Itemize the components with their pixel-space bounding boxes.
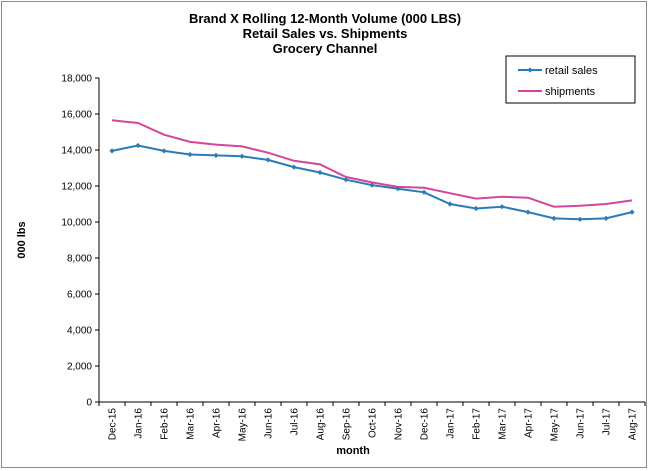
data-point-retail-sales bbox=[109, 148, 115, 154]
data-point-retail-sales bbox=[603, 215, 609, 221]
y-tick-label: 4,000 bbox=[67, 326, 92, 337]
data-point-retail-sales bbox=[239, 153, 245, 159]
legend-marker bbox=[527, 67, 533, 73]
x-tick-label: Aug-17 bbox=[628, 408, 639, 441]
y-tick-label: 12,000 bbox=[61, 182, 92, 193]
x-tick-label: Feb-16 bbox=[160, 408, 171, 440]
axes bbox=[98, 78, 645, 403]
y-tick-label: 14,000 bbox=[61, 146, 92, 157]
data-point-retail-sales bbox=[213, 152, 219, 158]
data-point-retail-sales bbox=[135, 142, 141, 149]
y-axis-label: 000 lbs bbox=[16, 221, 28, 258]
legend-label: shipments bbox=[545, 86, 596, 98]
x-tick-label: Nov-16 bbox=[394, 408, 405, 441]
y-tick-label: 16,000 bbox=[61, 110, 92, 121]
x-tick-label: Feb-17 bbox=[472, 408, 483, 440]
x-tick-label: Apr-16 bbox=[212, 408, 223, 438]
chart-title-line-2: Retail Sales vs. Shipments bbox=[242, 26, 408, 41]
data-point-retail-sales bbox=[395, 186, 401, 192]
y-tick-label: 8,000 bbox=[67, 254, 92, 265]
legend-label: retail sales bbox=[545, 65, 598, 77]
y-tick-label: 10,000 bbox=[61, 218, 92, 229]
x-tick-label: Aug-16 bbox=[316, 408, 327, 441]
data-point-retail-sales bbox=[187, 151, 193, 158]
legend-box bbox=[505, 55, 636, 104]
data-point-retail-sales bbox=[551, 215, 557, 221]
data-point-retail-sales bbox=[629, 209, 635, 215]
y-tick-label: 2,000 bbox=[67, 362, 92, 373]
data-point-retail-sales bbox=[317, 169, 323, 176]
x-tick-label: Apr-17 bbox=[524, 408, 535, 438]
legend: retail sales shipments bbox=[505, 55, 636, 104]
x-tick-label: Dec-15 bbox=[108, 408, 119, 441]
data-point-retail-sales bbox=[369, 182, 375, 188]
data-point-retail-sales bbox=[161, 148, 167, 154]
series-line-shipments bbox=[111, 119, 633, 208]
x-tick-label: May-16 bbox=[238, 408, 249, 442]
x-tick-label: Dec-16 bbox=[420, 408, 431, 441]
y-tick-label: 18,000 bbox=[61, 74, 92, 85]
data-point-retail-sales bbox=[265, 157, 271, 163]
data-point-retail-sales bbox=[421, 189, 427, 195]
x-tick-label: Jun-16 bbox=[264, 408, 275, 439]
x-tick-label: Sep-16 bbox=[342, 408, 353, 441]
x-tick-label: Mar-17 bbox=[498, 408, 509, 440]
x-tick-label: Mar-16 bbox=[186, 408, 197, 440]
series-group bbox=[109, 119, 635, 222]
x-tick-label: Oct-16 bbox=[368, 408, 379, 438]
x-tick-label: May-17 bbox=[550, 408, 561, 442]
x-tick-label: Jul-16 bbox=[290, 408, 301, 436]
chart-title: Brand X Rolling 12-Month Volume (000 LBS… bbox=[0, 11, 650, 56]
x-axis-label: month bbox=[336, 445, 370, 457]
data-point-retail-sales bbox=[577, 216, 583, 222]
chart-title-line-3: Grocery Channel bbox=[272, 41, 378, 56]
data-point-retail-sales bbox=[499, 204, 505, 210]
x-tick-label: Jul-17 bbox=[602, 408, 613, 436]
x-tick-label: Jan-16 bbox=[134, 408, 145, 439]
chart-title-line-1: Brand X Rolling 12-Month Volume (000 LBS… bbox=[188, 11, 462, 26]
data-point-retail-sales bbox=[473, 205, 479, 212]
x-tick-label: Jan-17 bbox=[446, 408, 457, 439]
y-axis-ticks: 0 2,000 4,000 6,000 8,000 10,000 12,000 14,000 1… bbox=[61, 74, 99, 409]
y-tick-label: 6,000 bbox=[67, 290, 92, 301]
x-tick-label: Jun-17 bbox=[576, 408, 587, 439]
y-tick-label: 0 bbox=[86, 398, 92, 409]
data-point-retail-sales bbox=[525, 209, 531, 215]
x-axis-ticks: Dec-15 Jan-16 Feb-16 Mar-16 Apr-16 May-16 Jun-… bbox=[98, 402, 646, 442]
data-point-retail-sales bbox=[447, 201, 453, 207]
data-point-retail-sales bbox=[343, 177, 349, 183]
data-point-retail-sales bbox=[291, 164, 297, 170]
